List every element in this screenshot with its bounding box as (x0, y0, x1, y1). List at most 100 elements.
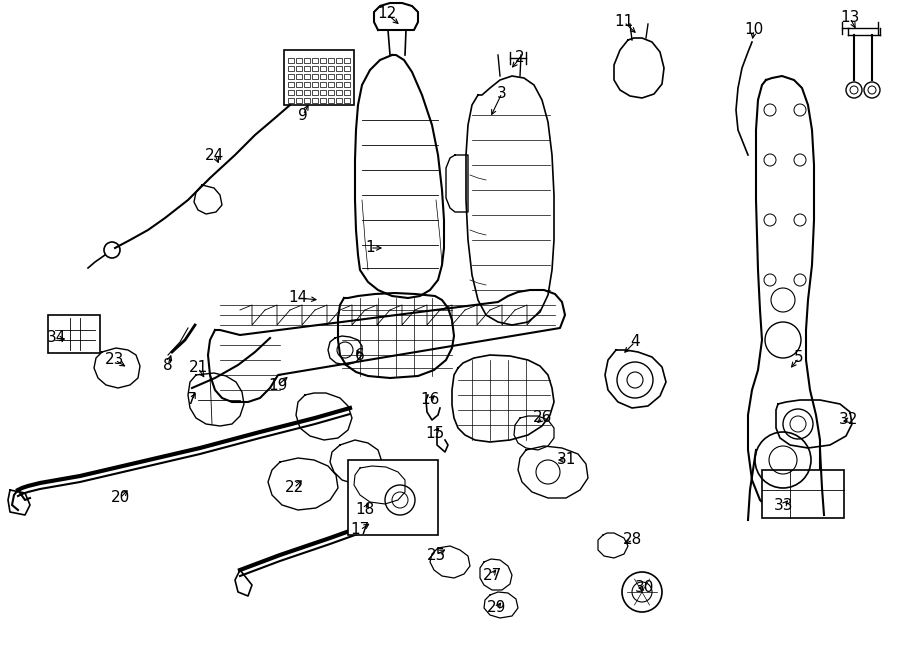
Bar (336, 98, 342, 103)
Polygon shape (452, 355, 554, 442)
Text: 24: 24 (205, 147, 225, 163)
Bar (344, 74, 350, 79)
Bar (312, 82, 318, 87)
Text: 21: 21 (188, 360, 208, 375)
Polygon shape (466, 76, 554, 325)
Bar (320, 58, 326, 63)
Polygon shape (598, 533, 628, 558)
Bar (348, 460, 438, 535)
Bar (320, 90, 326, 95)
Bar (304, 98, 310, 103)
Bar (328, 82, 334, 87)
Bar (328, 58, 334, 63)
Text: 32: 32 (840, 412, 859, 428)
Text: 15: 15 (426, 426, 445, 440)
Text: 6: 6 (356, 348, 364, 362)
Polygon shape (514, 416, 554, 450)
Text: 18: 18 (356, 502, 374, 518)
Text: 2: 2 (515, 50, 525, 65)
Polygon shape (480, 559, 512, 590)
Text: 33: 33 (774, 498, 794, 512)
Text: 25: 25 (427, 547, 446, 563)
Bar (336, 66, 342, 71)
Text: 20: 20 (111, 490, 130, 506)
Bar (288, 90, 294, 95)
Bar (344, 82, 350, 87)
Polygon shape (354, 466, 405, 504)
Bar (304, 82, 310, 87)
Bar (312, 90, 318, 95)
Polygon shape (776, 400, 852, 448)
Polygon shape (446, 155, 468, 212)
Bar (328, 66, 334, 71)
Text: 3: 3 (497, 85, 507, 100)
Text: 8: 8 (163, 358, 173, 373)
Bar (304, 90, 310, 95)
Bar (296, 82, 302, 87)
Bar (336, 74, 342, 79)
Bar (336, 90, 342, 95)
Text: 30: 30 (635, 580, 654, 596)
Bar (320, 74, 326, 79)
Bar (304, 58, 310, 63)
Text: 13: 13 (841, 11, 859, 26)
Text: 4: 4 (630, 334, 640, 350)
Text: 16: 16 (420, 393, 440, 407)
Bar (320, 82, 326, 87)
Polygon shape (355, 55, 444, 298)
Bar (344, 90, 350, 95)
Text: 12: 12 (377, 7, 397, 22)
Text: 31: 31 (556, 453, 576, 467)
Text: 29: 29 (487, 600, 507, 615)
Polygon shape (296, 393, 352, 440)
Bar (296, 74, 302, 79)
Text: 10: 10 (744, 22, 763, 38)
Bar (296, 98, 302, 103)
Bar (304, 74, 310, 79)
Text: 17: 17 (350, 522, 370, 537)
Bar (48, 315, 100, 353)
Text: 14: 14 (288, 290, 308, 305)
Text: 5: 5 (794, 350, 804, 366)
Polygon shape (484, 592, 518, 618)
Polygon shape (8, 490, 30, 515)
Bar (344, 98, 350, 103)
Polygon shape (268, 458, 338, 510)
Text: 26: 26 (534, 410, 553, 426)
Text: 19: 19 (268, 377, 288, 393)
Polygon shape (208, 290, 565, 402)
Text: 9: 9 (298, 108, 308, 122)
Text: 7: 7 (187, 393, 197, 407)
Text: 23: 23 (105, 352, 125, 368)
Polygon shape (328, 336, 362, 365)
Bar (288, 74, 294, 79)
Polygon shape (330, 440, 382, 484)
Polygon shape (338, 293, 454, 378)
Bar (296, 66, 302, 71)
Polygon shape (430, 546, 470, 578)
Polygon shape (194, 185, 222, 214)
Bar (336, 58, 342, 63)
Bar (288, 82, 294, 87)
Bar (296, 90, 302, 95)
Bar (320, 66, 326, 71)
Bar (328, 90, 334, 95)
Bar (304, 66, 310, 71)
Text: 1: 1 (365, 241, 374, 256)
Polygon shape (374, 3, 418, 30)
Bar (344, 58, 350, 63)
Polygon shape (518, 446, 588, 498)
Polygon shape (748, 76, 820, 514)
Bar (762, 470, 844, 518)
Bar (312, 66, 318, 71)
Bar (312, 98, 318, 103)
Polygon shape (94, 348, 140, 388)
Text: 11: 11 (615, 15, 634, 30)
Bar (328, 74, 334, 79)
Bar (312, 58, 318, 63)
Bar (296, 58, 302, 63)
Text: 34: 34 (48, 330, 67, 346)
Bar (284, 50, 354, 105)
Bar (288, 66, 294, 71)
Text: 27: 27 (482, 568, 501, 582)
